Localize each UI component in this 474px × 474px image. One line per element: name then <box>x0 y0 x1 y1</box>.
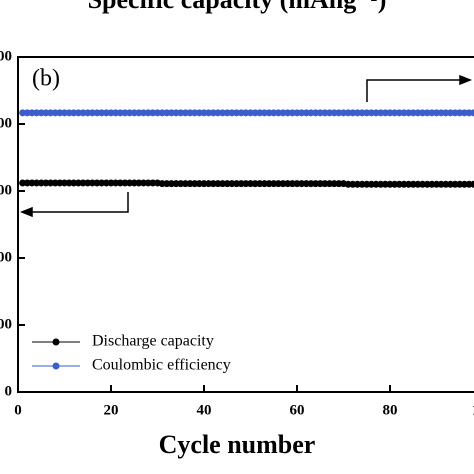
y-tick-label: 500 <box>0 48 12 64</box>
legend-marker <box>52 338 60 346</box>
annotation-arrows <box>19 74 473 218</box>
y-tick-label: 400 <box>0 115 12 131</box>
series <box>19 179 474 188</box>
x-tick-label: 60 <box>290 402 305 418</box>
x-tick-label: 100 <box>472 402 474 418</box>
arrow-head <box>19 206 33 218</box>
legend-label: Coulombic efficiency <box>92 357 231 374</box>
y-tick-label: 200 <box>0 249 12 265</box>
panel-label: (b) <box>32 66 60 92</box>
y-tick-label: 0 <box>5 383 13 399</box>
arrow-left <box>26 192 129 213</box>
legend-label: Discharge capacity <box>92 333 214 350</box>
top-axis-label: Specific capacity (mAhg⁻¹) <box>88 0 387 14</box>
x-tick-label: 20 <box>104 402 119 418</box>
arrow-right <box>366 79 462 102</box>
series <box>19 109 474 117</box>
x-tick-label: 0 <box>14 402 22 418</box>
legend-marker <box>52 362 60 370</box>
x-tick-label: 80 <box>383 402 398 418</box>
y-tick-label: 300 <box>0 182 12 198</box>
y-tick-label: 100 <box>0 316 12 332</box>
x-axis-label: Cycle number <box>159 430 316 459</box>
arrow-head <box>459 74 473 86</box>
plot-frame <box>17 56 474 393</box>
x-tick-label: 40 <box>197 402 212 418</box>
